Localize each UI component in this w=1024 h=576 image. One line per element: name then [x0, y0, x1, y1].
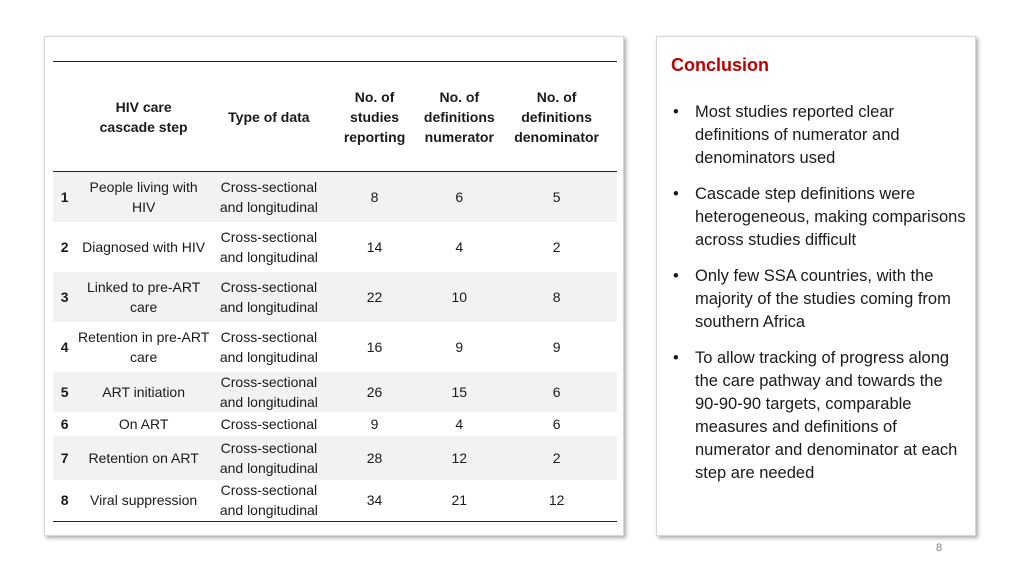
step-cell: ART initiation	[102, 383, 185, 400]
bullet-icon: •	[673, 267, 679, 285]
type-cell: Cross-sectional and longitudinal	[219, 439, 318, 476]
cascade-table: HIV care cascade step Type of data No. o…	[53, 61, 617, 522]
type-cell: Cross-sectional and longitudinal	[219, 228, 318, 265]
header-studies: No. of studies reporting	[343, 88, 406, 145]
table-row: 4 Retention in pre-ART care Cross-sectiona…	[53, 322, 617, 372]
studies-cell: 8	[370, 188, 379, 205]
studies-cell: 26	[366, 383, 383, 400]
row-number: 8	[60, 492, 69, 509]
studies-cell: 14	[366, 238, 383, 255]
type-cell: Cross-sectional and longitudinal	[219, 482, 318, 519]
type-cell: Cross-sectional and longitudinal	[219, 373, 318, 410]
table-row: 5 ART initiation Cross-sectional and longi…	[53, 371, 617, 412]
table-row: 7 Retention on ART Cross-sectional and lon…	[53, 435, 617, 480]
row-number: 4	[60, 338, 69, 355]
row-number: 5	[60, 383, 69, 400]
table-row: 3 Linked to pre-ART care Cross-sectional a…	[53, 271, 617, 322]
row-number: 6	[60, 415, 69, 432]
type-cell: Cross-sectional and longitudinal	[219, 328, 318, 365]
step-cell: Viral suppression	[90, 492, 198, 509]
bullet-icon: •	[673, 185, 679, 203]
cascade-table-panel: HIV care cascade step Type of data No. o…	[44, 36, 624, 536]
denominator-cell: 8	[552, 288, 561, 305]
numerator-cell: 4	[455, 238, 464, 255]
type-cell: Cross-sectional and longitudinal	[219, 178, 318, 215]
numerator-cell: 10	[451, 288, 468, 305]
table-row: 1 People living with HIV Cross-sectional a…	[53, 171, 617, 222]
studies-cell: 34	[366, 492, 383, 509]
step-cell: People living with HIV	[89, 178, 198, 215]
bullet-icon: •	[673, 103, 679, 121]
bullet-icon: •	[673, 349, 679, 367]
type-cell: Cross-sectional	[220, 415, 318, 432]
numerator-cell: 15	[451, 383, 468, 400]
conclusion-item: • Only few SSA countries, with the majori…	[673, 267, 951, 331]
denominator-cell: 2	[552, 238, 561, 255]
header-numerator: No. of definitions numerator	[423, 88, 495, 145]
step-cell: Diagnosed with HIV	[82, 238, 206, 255]
conclusion-item: • Cascade step definitions were heterogen…	[673, 185, 966, 249]
conclusion-item: • To allow tracking of progress along the…	[673, 349, 958, 482]
denominator-cell: 6	[552, 383, 561, 400]
header-type: Type of data	[228, 108, 310, 125]
table-row: 2 Diagnosed with HIV Cross-sectional and l…	[53, 222, 617, 272]
header-denominator: No. of definitions denominator	[514, 88, 599, 145]
numerator-cell: 12	[451, 449, 468, 466]
numerator-cell: 6	[455, 188, 464, 205]
conclusion-item: • Most studies reported clear definitions…	[673, 103, 900, 167]
numerator-cell: 4	[455, 415, 464, 432]
conclusion-title: Conclusion	[671, 55, 769, 75]
table-header-row: HIV care cascade step Type of data No. o…	[53, 61, 617, 172]
table-row: 8 Viral suppression Cross-sectional and lo…	[53, 480, 617, 522]
denominator-cell: 2	[552, 449, 561, 466]
step-cell: Retention in pre-ART care	[78, 328, 210, 365]
step-cell: Retention on ART	[88, 449, 199, 466]
studies-cell: 28	[366, 449, 383, 466]
denominator-cell: 9	[552, 338, 561, 355]
denominator-cell: 5	[552, 188, 561, 205]
studies-cell: 22	[366, 288, 383, 305]
conclusion-panel: Conclusion • Most studies reported clear …	[656, 36, 976, 536]
type-cell: Cross-sectional and longitudinal	[219, 278, 318, 315]
studies-cell: 9	[370, 415, 379, 432]
table-row: 6 On ART Cross-sectional 9 4 6	[53, 412, 617, 436]
row-number: 2	[60, 238, 69, 255]
studies-cell: 16	[366, 338, 383, 355]
row-number: 1	[60, 188, 69, 205]
numerator-cell: 21	[451, 492, 468, 509]
row-number: 7	[60, 449, 69, 466]
step-cell: On ART	[118, 415, 169, 432]
numerator-cell: 9	[455, 338, 464, 355]
conclusion-list: • Most studies reported clear definitions…	[671, 101, 969, 498]
denominator-cell: 12	[548, 492, 565, 509]
row-number: 3	[60, 288, 69, 305]
page-number: 8	[936, 542, 943, 554]
denominator-cell: 6	[552, 415, 561, 432]
header-step: HIV care cascade step	[99, 98, 188, 135]
step-cell: Linked to pre-ART care	[86, 278, 201, 315]
